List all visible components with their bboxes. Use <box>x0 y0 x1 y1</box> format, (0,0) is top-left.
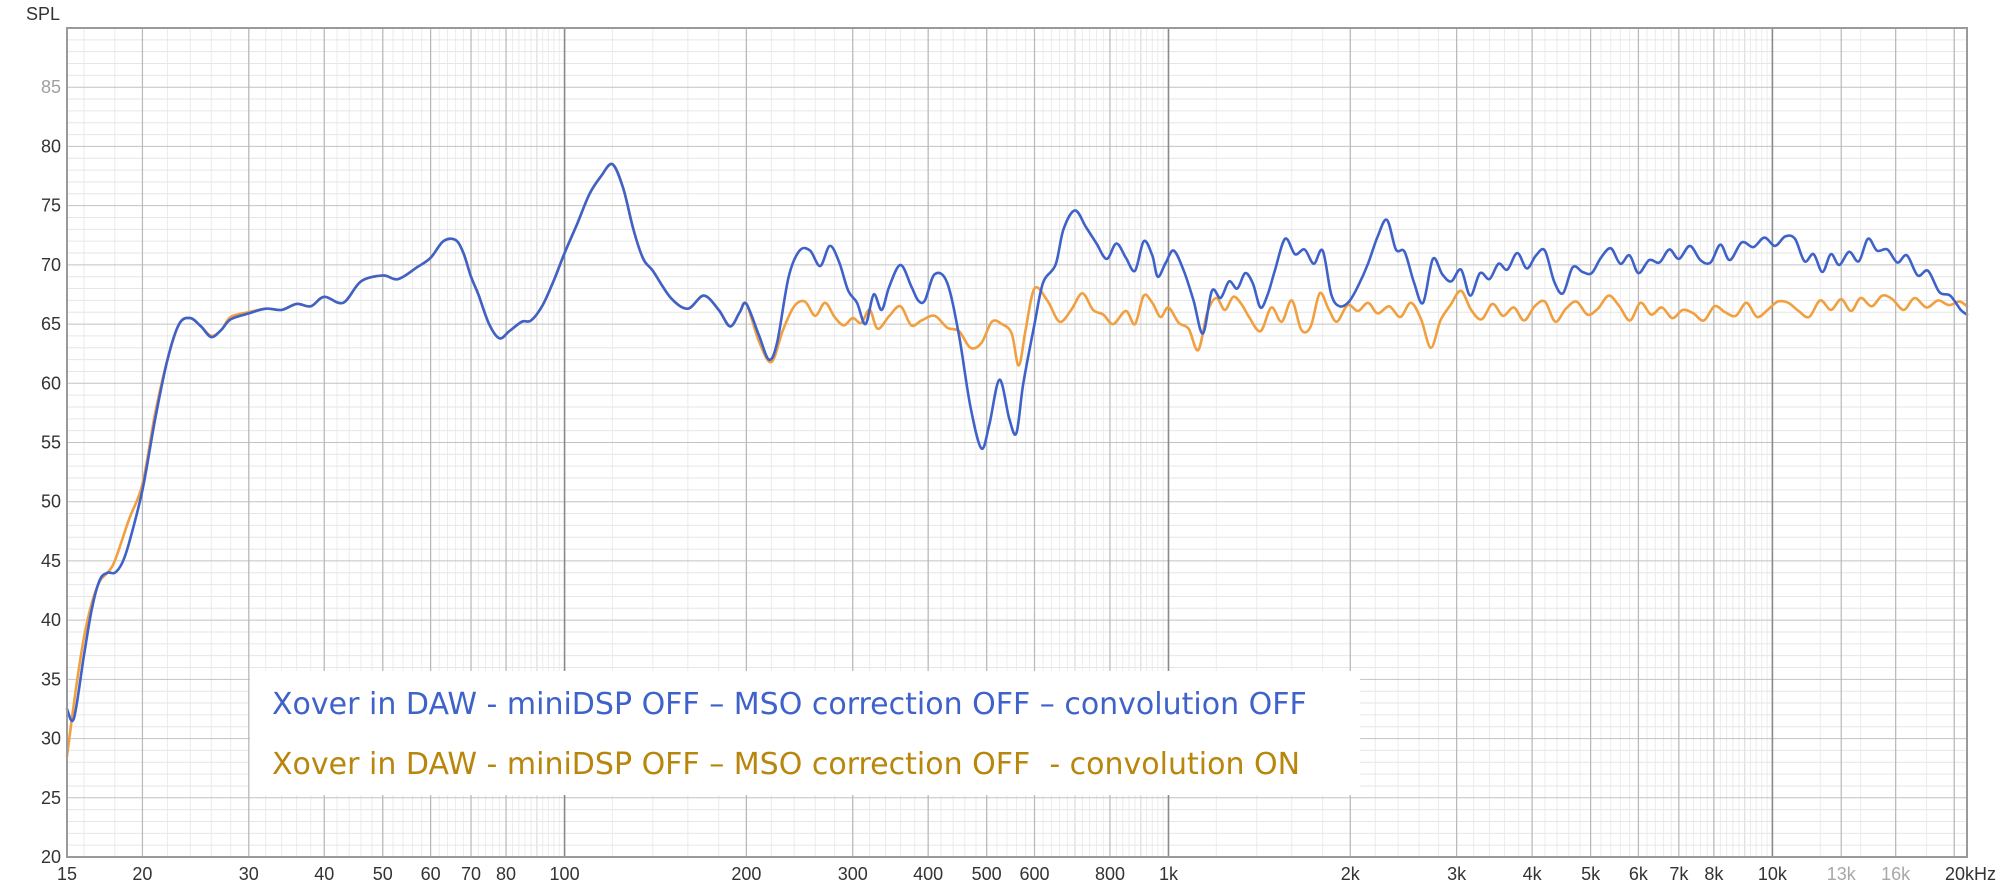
x-tick-label-2k: 2k <box>1341 864 1361 884</box>
x-tick-label-60: 60 <box>421 864 441 884</box>
x-tick-label-200: 200 <box>731 864 761 884</box>
y-tick-label-55: 55 <box>41 433 61 453</box>
x-tick-label-1k: 1k <box>1159 864 1179 884</box>
x-tick-label-70: 70 <box>461 864 481 884</box>
y-tick-label-60: 60 <box>41 373 61 393</box>
x-tick-label-3k: 3k <box>1447 864 1467 884</box>
y-tick-label-65: 65 <box>41 314 61 334</box>
y-tick-label-45: 45 <box>41 551 61 571</box>
y-tick-label-35: 35 <box>41 669 61 689</box>
y-tick-labels: 20 25 30 35 40 45 50 55 60 65 70 75 80 85 <box>41 77 61 867</box>
x-tick-label-800: 800 <box>1095 864 1125 884</box>
x-tick-label-16k: 16k <box>1881 864 1911 884</box>
legend-entry-convolution-off: Xover in DAW - miniDSP OFF – MSO correct… <box>272 687 1307 722</box>
y-tick-label-40: 40 <box>41 610 61 630</box>
legend: Xover in DAW - miniDSP OFF – MSO correct… <box>250 671 1360 795</box>
y-tick-label-75: 75 <box>41 196 61 216</box>
x-tick-label-4k: 4k <box>1523 864 1543 884</box>
x-tick-label-20kHz: 20kHz <box>1945 864 1996 884</box>
x-tick-labels: 15 20 30 40 50 60 70 80 100 200 300 400 500 600 800 1k 2… <box>57 864 1996 884</box>
legend-background <box>250 671 1360 795</box>
x-tick-label-30: 30 <box>239 864 259 884</box>
x-tick-label-40: 40 <box>314 864 334 884</box>
y-tick-label-30: 30 <box>41 729 61 749</box>
x-tick-label-10k: 10k <box>1758 864 1788 884</box>
x-tick-label-400: 400 <box>913 864 943 884</box>
x-tick-label-100: 100 <box>550 864 580 884</box>
x-tick-label-13k: 13k <box>1827 864 1857 884</box>
x-tick-label-6k: 6k <box>1629 864 1649 884</box>
y-tick-label-85: 85 <box>41 77 61 97</box>
plot-frame <box>66 27 1968 858</box>
legend-entry-convolution-on: Xover in DAW - miniDSP OFF – MSO correct… <box>272 747 1300 782</box>
y-tick-label-20: 20 <box>41 847 61 867</box>
series-line-convolution-off <box>65 162 1969 723</box>
x-tick-label-7k: 7k <box>1669 864 1689 884</box>
y-axis-label: SPL <box>26 4 60 24</box>
x-tick-label-5k: 5k <box>1581 864 1601 884</box>
y-tick-label-25: 25 <box>41 788 61 808</box>
x-tick-label-600: 600 <box>1019 864 1049 884</box>
x-tick-label-8k: 8k <box>1704 864 1724 884</box>
x-tick-label-50: 50 <box>373 864 393 884</box>
y-tick-label-70: 70 <box>41 255 61 275</box>
x-tick-label-15: 15 <box>57 864 77 884</box>
y-tick-label-50: 50 <box>41 492 61 512</box>
x-tick-label-500: 500 <box>972 864 1002 884</box>
x-tick-label-300: 300 <box>838 864 868 884</box>
series-layer <box>65 162 1969 758</box>
x-tick-label-20: 20 <box>132 864 152 884</box>
y-tick-label-80: 80 <box>41 136 61 156</box>
x-tick-label-80: 80 <box>496 864 516 884</box>
